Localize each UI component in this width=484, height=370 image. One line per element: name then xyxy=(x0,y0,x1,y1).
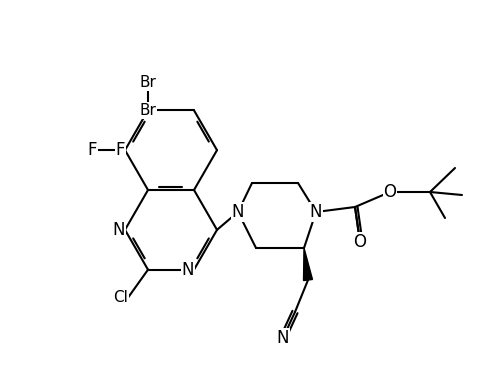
Text: F: F xyxy=(115,141,125,159)
Text: Br: Br xyxy=(139,103,156,118)
Text: F: F xyxy=(87,141,97,159)
Text: N: N xyxy=(112,221,125,239)
Text: O: O xyxy=(383,183,396,201)
Text: N: N xyxy=(181,261,194,279)
Text: N: N xyxy=(276,329,288,347)
Text: Br: Br xyxy=(139,75,156,90)
Text: N: N xyxy=(231,203,244,221)
Text: N: N xyxy=(309,203,321,221)
Text: Cl: Cl xyxy=(113,290,128,305)
Text: O: O xyxy=(353,233,366,251)
Polygon shape xyxy=(303,248,312,280)
